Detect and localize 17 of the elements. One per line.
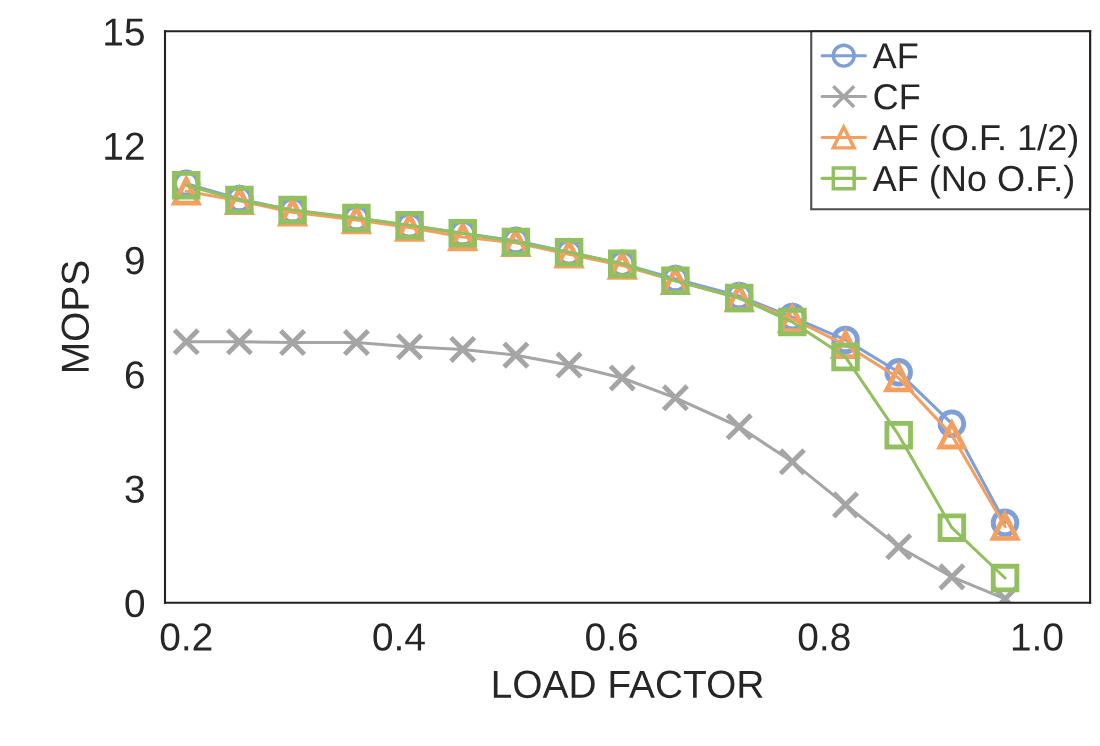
x-tick-label: 0.4	[373, 623, 425, 651]
y-tick-label: 9	[125, 246, 144, 275]
y-tick-label: 12	[105, 132, 144, 160]
legend-label: AF	[872, 43, 918, 69]
x-tick-label: 0.6	[586, 623, 637, 651]
y-tick-label: 3	[125, 475, 144, 503]
legend-label: AF (No O.F.)	[872, 164, 1073, 199]
legend-label: AF (O.F. 1/2)	[872, 123, 1078, 158]
legend-label: CF	[874, 84, 920, 110]
x-axis-title: LOAD FACTOR	[493, 670, 763, 699]
y-tick-label: 0	[125, 589, 145, 618]
y-axis-title: MOPS	[61, 261, 90, 372]
y-tick-label: 6	[125, 361, 144, 389]
x-tick-label: 0.2	[160, 623, 212, 651]
x-tick-label: 1.0	[1012, 623, 1063, 651]
y-tick-label: 15	[105, 18, 144, 46]
x-tick-label: 0.8	[798, 623, 850, 651]
